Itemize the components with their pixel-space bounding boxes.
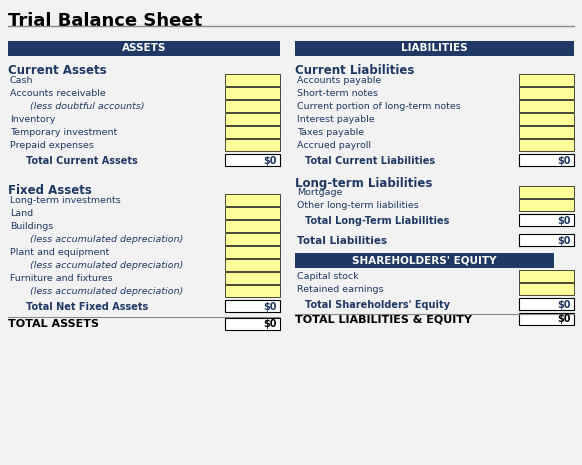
- Text: Total Shareholders' Equity: Total Shareholders' Equity: [305, 299, 450, 310]
- Bar: [225, 139, 280, 151]
- Text: (less accumulated depreciation): (less accumulated depreciation): [30, 235, 183, 244]
- Bar: [295, 41, 574, 56]
- Text: $0: $0: [264, 301, 277, 312]
- Text: Total Current Assets: Total Current Assets: [26, 155, 138, 166]
- Bar: [225, 126, 280, 138]
- Text: Cash: Cash: [10, 76, 34, 85]
- Bar: [519, 126, 574, 138]
- Bar: [519, 270, 574, 282]
- Text: Taxes payable: Taxes payable: [297, 128, 364, 137]
- Bar: [519, 139, 574, 151]
- Text: Long-term Liabilities: Long-term Liabilities: [295, 177, 432, 190]
- Bar: [225, 194, 280, 206]
- Text: $0: $0: [558, 299, 571, 310]
- Bar: [225, 246, 280, 258]
- Bar: [519, 283, 574, 295]
- Text: $0: $0: [558, 314, 571, 324]
- Text: Fixed Assets: Fixed Assets: [8, 185, 92, 198]
- Text: Trial Balance Sheet: Trial Balance Sheet: [8, 12, 203, 30]
- Text: (less doubtful accounts): (less doubtful accounts): [30, 102, 144, 111]
- Bar: [519, 313, 574, 325]
- Text: Current Liabilities: Current Liabilities: [295, 65, 414, 78]
- Bar: [225, 100, 280, 112]
- Bar: [225, 154, 280, 166]
- Text: $0: $0: [264, 155, 277, 166]
- Text: Total Current Liabilities: Total Current Liabilities: [305, 155, 435, 166]
- Text: $0: $0: [558, 155, 571, 166]
- Bar: [225, 272, 280, 284]
- Text: ASSETS: ASSETS: [122, 44, 166, 53]
- Text: Capital stock: Capital stock: [297, 272, 359, 281]
- Text: Retained earnings: Retained earnings: [297, 285, 384, 294]
- Text: $0: $0: [558, 235, 571, 246]
- Text: Current Assets: Current Assets: [8, 65, 107, 78]
- Text: $0: $0: [264, 319, 277, 329]
- Text: Furniture and fixtures: Furniture and fixtures: [10, 274, 113, 283]
- Bar: [519, 199, 574, 211]
- Text: Other long-term liabilities: Other long-term liabilities: [297, 201, 419, 210]
- Text: Short-term notes: Short-term notes: [297, 89, 378, 98]
- Bar: [519, 113, 574, 125]
- Text: Accounts receivable: Accounts receivable: [10, 89, 106, 98]
- Bar: [225, 259, 280, 271]
- Text: Plant and equipment: Plant and equipment: [10, 248, 109, 257]
- Text: Land: Land: [10, 209, 33, 218]
- Text: TOTAL ASSETS: TOTAL ASSETS: [8, 319, 99, 329]
- Bar: [519, 100, 574, 112]
- Text: (less accumulated depreciation): (less accumulated depreciation): [30, 287, 183, 296]
- Bar: [519, 154, 574, 166]
- Text: Mortgage: Mortgage: [297, 188, 342, 197]
- Text: SHAREHOLDERS' EQUITY: SHAREHOLDERS' EQUITY: [352, 255, 497, 266]
- Text: LIABILITIES: LIABILITIES: [401, 44, 468, 53]
- Bar: [225, 113, 280, 125]
- Text: Temporary investment: Temporary investment: [10, 128, 117, 137]
- Text: Accounts payable: Accounts payable: [297, 76, 381, 85]
- Bar: [225, 300, 280, 312]
- Bar: [225, 318, 280, 330]
- Text: Inventory: Inventory: [10, 115, 55, 124]
- Text: Current portion of long-term notes: Current portion of long-term notes: [297, 102, 461, 111]
- Bar: [519, 298, 574, 310]
- Bar: [8, 41, 280, 56]
- Bar: [225, 74, 280, 86]
- Bar: [225, 220, 280, 232]
- Bar: [225, 285, 280, 297]
- Text: (less accumulated depreciation): (less accumulated depreciation): [30, 261, 183, 270]
- Bar: [295, 253, 554, 268]
- Text: Long-term investments: Long-term investments: [10, 196, 120, 205]
- Bar: [519, 234, 574, 246]
- Text: $0: $0: [558, 215, 571, 226]
- Text: Prepaid expenses: Prepaid expenses: [10, 141, 94, 150]
- Bar: [519, 87, 574, 99]
- Text: Accrued payroll: Accrued payroll: [297, 141, 371, 150]
- Text: Total Net Fixed Assets: Total Net Fixed Assets: [26, 301, 148, 312]
- Bar: [519, 186, 574, 198]
- Text: Buildings: Buildings: [10, 222, 53, 231]
- Bar: [225, 233, 280, 245]
- Bar: [519, 214, 574, 226]
- Text: Interest payable: Interest payable: [297, 115, 375, 124]
- Bar: [225, 207, 280, 219]
- Text: Total Liabilities: Total Liabilities: [297, 235, 387, 246]
- Text: TOTAL LIABILITIES & EQUITY: TOTAL LIABILITIES & EQUITY: [295, 315, 472, 325]
- Bar: [225, 87, 280, 99]
- Text: Total Long-Term Liabilities: Total Long-Term Liabilities: [305, 215, 449, 226]
- Bar: [519, 74, 574, 86]
